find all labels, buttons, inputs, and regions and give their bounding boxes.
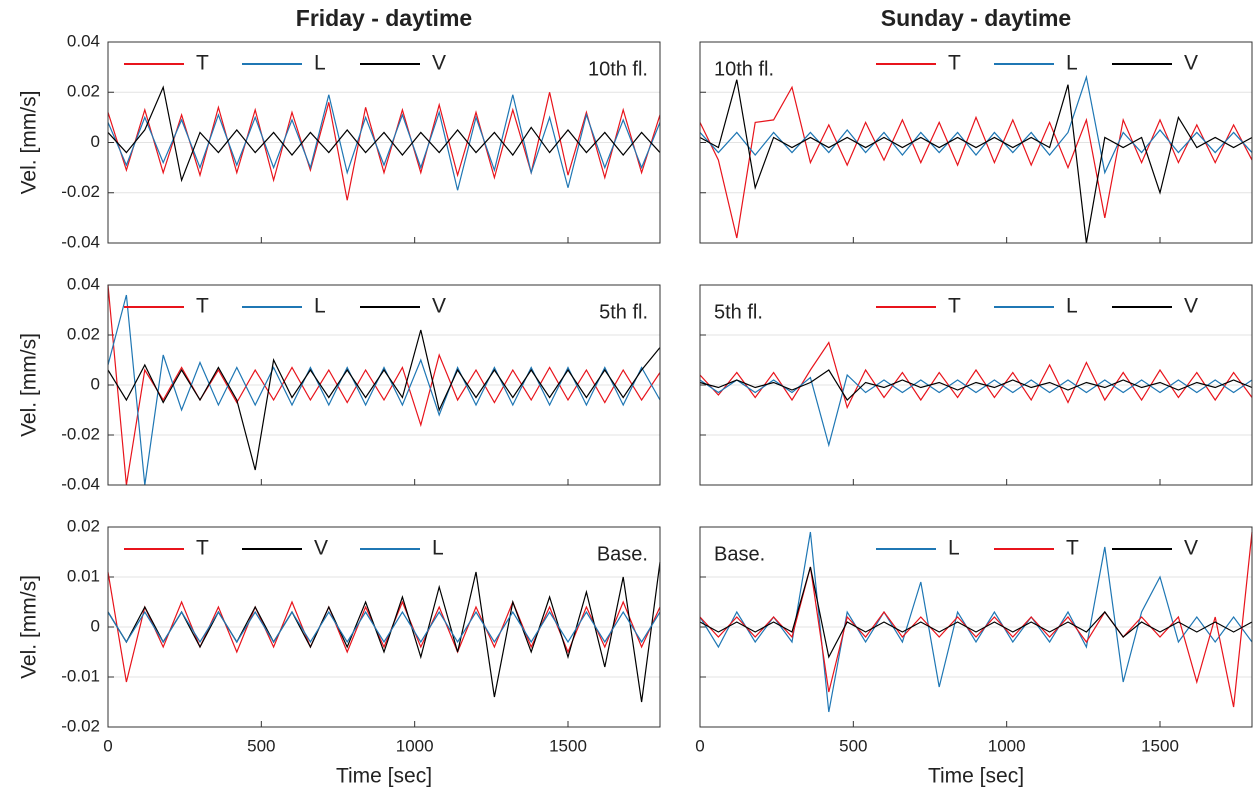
y-tick-label: 0.02 [67, 516, 100, 535]
y-tick-label: -0.02 [61, 716, 100, 735]
legend-label: L [314, 295, 326, 318]
legend-label: L [432, 537, 444, 560]
series-line [699, 74, 1253, 175]
y-tick-label: -0.02 [61, 182, 100, 201]
annotation: Base. [714, 543, 765, 565]
x-tick-label: 1500 [1141, 736, 1179, 755]
annotation: 10th fl. [588, 58, 648, 80]
series-line [107, 561, 661, 703]
legend-label: V [432, 295, 446, 318]
series-line [699, 531, 1253, 708]
legend-label: T [196, 295, 209, 318]
annotation: 10th fl. [714, 58, 774, 80]
y-tick-label: 0.01 [67, 566, 100, 585]
annotation: 5th fl. [599, 301, 648, 323]
series-line [107, 94, 661, 191]
legend-label: T [196, 52, 209, 75]
legend-label: V [1184, 52, 1198, 75]
series-line [699, 85, 1253, 239]
series-line [699, 373, 1253, 448]
y-tick-label: -0.04 [61, 474, 100, 493]
legend-label: L [948, 537, 960, 560]
series-line [107, 92, 661, 201]
y-tick-label: -0.04 [61, 232, 100, 251]
x-tick-label: 500 [839, 736, 867, 755]
series-line [699, 531, 1253, 713]
series-line [107, 610, 661, 644]
legend-label: T [1066, 537, 1079, 560]
legend-label: T [196, 537, 209, 560]
legend-label: L [1066, 52, 1078, 75]
legend-label: T [948, 295, 961, 318]
x-tick-label: 0 [695, 736, 704, 755]
axes-box [107, 526, 661, 728]
series-line [699, 79, 1253, 244]
axes-box [699, 526, 1253, 728]
axes-box [107, 41, 661, 244]
y-tick-label: 0 [91, 616, 100, 635]
axes-box [107, 284, 661, 486]
x-tick-label: 0 [103, 736, 112, 755]
series-line [699, 341, 1253, 410]
y-tick-label: 0 [91, 374, 100, 393]
x-axis-label: Time [sec] [928, 765, 1024, 788]
series-line [107, 329, 661, 471]
x-tick-label: 1500 [549, 736, 587, 755]
x-axis-label: Time [sec] [336, 765, 432, 788]
legend-label: L [1066, 295, 1078, 318]
y-tick-label: 0.04 [67, 31, 100, 50]
series-line [699, 566, 1253, 659]
y-tick-label: -0.02 [61, 424, 100, 443]
legend-label: V [314, 537, 328, 560]
y-axis-label: Vel. [mm/s] [18, 575, 41, 679]
x-tick-label: 1000 [988, 736, 1026, 755]
legend-label: T [948, 52, 961, 75]
y-tick-label: 0.02 [67, 82, 100, 101]
legend-label: L [314, 52, 326, 75]
chart-title: Friday - daytime [296, 5, 472, 31]
y-tick-label: 0 [91, 132, 100, 151]
series-line [107, 85, 661, 183]
annotation: Base. [597, 543, 648, 565]
series-line [107, 294, 661, 486]
chart-title: Sunday - daytime [881, 5, 1071, 31]
annotation: 5th fl. [714, 301, 763, 323]
legend-label: V [432, 52, 446, 75]
y-tick-label: 0.02 [67, 324, 100, 343]
y-tick-label: 0.04 [67, 274, 100, 293]
axes-box [699, 41, 1253, 244]
y-tick-label: -0.01 [61, 666, 100, 685]
x-tick-label: 1000 [396, 736, 434, 755]
y-axis-label: Vel. [mm/s] [18, 333, 41, 437]
legend-label: V [1184, 295, 1198, 318]
series-line [699, 369, 1253, 401]
axes-box [699, 284, 1253, 486]
legend-label: V [1184, 537, 1198, 560]
x-tick-label: 500 [247, 736, 275, 755]
y-axis-label: Vel. [mm/s] [18, 91, 41, 195]
